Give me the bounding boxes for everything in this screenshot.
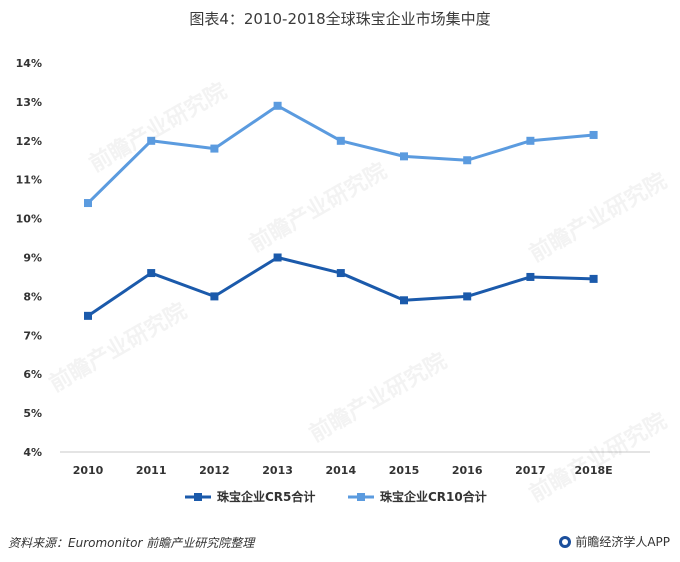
data-point (589, 274, 598, 283)
y-tick-label: 12% (16, 135, 42, 148)
data-point (463, 156, 472, 165)
x-tick-label: 2011 (136, 464, 167, 477)
y-tick-label: 8% (23, 290, 42, 303)
data-point (589, 130, 598, 139)
legend-swatch-marker (357, 493, 365, 501)
y-tick-label: 14% (16, 57, 42, 70)
x-tick-label: 2016 (452, 464, 483, 477)
series-layer (84, 101, 598, 320)
data-point (400, 152, 408, 161)
y-tick-label: 4% (23, 446, 42, 459)
line-chart: 4% 5% 6% 7% 8% 9% 10% 11% 12% 13% 14% 2010 2011 2012… (16, 57, 650, 504)
data-point (84, 311, 92, 320)
legend-label: 珠宝企业CR5合计 (217, 489, 315, 504)
data-point (273, 253, 282, 262)
y-tick-label: 9% (23, 252, 42, 265)
footer: 资料来源：Euromonitor 前瞻产业研究院整理 前瞻经济学人APP (0, 530, 680, 554)
x-tick-label: 2010 (73, 464, 104, 477)
brand: 前瞻经济学人APP (559, 533, 670, 550)
brand-label: 前瞻经济学人APP (575, 535, 670, 549)
data-point (400, 296, 408, 305)
legend: 珠宝企业CR5合计 珠宝企业CR10合计 (185, 489, 487, 504)
x-tick-label: 2013 (262, 464, 293, 477)
data-point (147, 136, 156, 145)
x-tick-label: 2018E (575, 464, 613, 477)
data-point (336, 269, 345, 278)
legend-label: 珠宝企业CR10合计 (380, 489, 487, 504)
y-tick-label: 7% (23, 329, 42, 342)
data-point (84, 199, 92, 208)
brand-logo-icon (559, 535, 572, 548)
data-point (463, 292, 472, 301)
data-point (336, 136, 345, 145)
source-note: 资料来源：Euromonitor 前瞻产业研究院整理 (8, 536, 255, 550)
x-tick-label: 2017 (515, 464, 546, 477)
y-tick-label: 10% (16, 213, 42, 226)
x-tick-label: 2012 (199, 464, 230, 477)
series-line-1 (87, 256, 594, 318)
data-point (526, 272, 535, 281)
y-tick-label: 11% (16, 174, 42, 187)
data-point (273, 101, 282, 110)
x-axis: 2010 2011 2012 2013 2014 2015 2016 2017 2018E (60, 451, 650, 477)
x-tick-label: 2015 (389, 464, 420, 477)
y-tick-label: 13% (16, 96, 42, 109)
legend-swatch-marker (194, 493, 202, 501)
y-tick-label: 5% (23, 407, 42, 420)
series-line-2 (86, 104, 594, 205)
data-point (147, 269, 156, 278)
data-point (210, 292, 219, 301)
x-tick-label: 2014 (325, 464, 356, 477)
data-point (526, 136, 535, 145)
y-axis: 4% 5% 6% 7% 8% 9% 10% 11% 12% 13% 14% (16, 57, 42, 459)
chart-title: 图表4：2010-2018全球珠宝企业市场集中度 (189, 10, 491, 28)
data-point (210, 144, 219, 153)
y-tick-label: 6% (23, 368, 42, 381)
